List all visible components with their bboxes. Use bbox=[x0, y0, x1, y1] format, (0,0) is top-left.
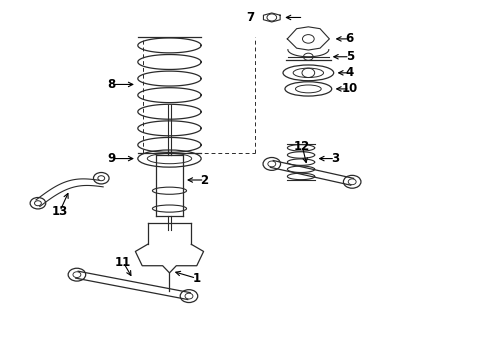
Text: 3: 3 bbox=[331, 152, 339, 165]
Text: 8: 8 bbox=[107, 78, 115, 91]
Text: 1: 1 bbox=[192, 272, 200, 285]
Text: 10: 10 bbox=[342, 82, 358, 95]
Text: 9: 9 bbox=[107, 152, 115, 165]
Text: 4: 4 bbox=[345, 66, 354, 79]
Text: 12: 12 bbox=[294, 140, 310, 153]
Text: 6: 6 bbox=[345, 32, 354, 45]
Text: 7: 7 bbox=[246, 11, 254, 24]
Text: 11: 11 bbox=[115, 256, 131, 269]
Text: 2: 2 bbox=[200, 174, 209, 186]
Text: 13: 13 bbox=[52, 205, 68, 218]
Text: 5: 5 bbox=[345, 50, 354, 63]
